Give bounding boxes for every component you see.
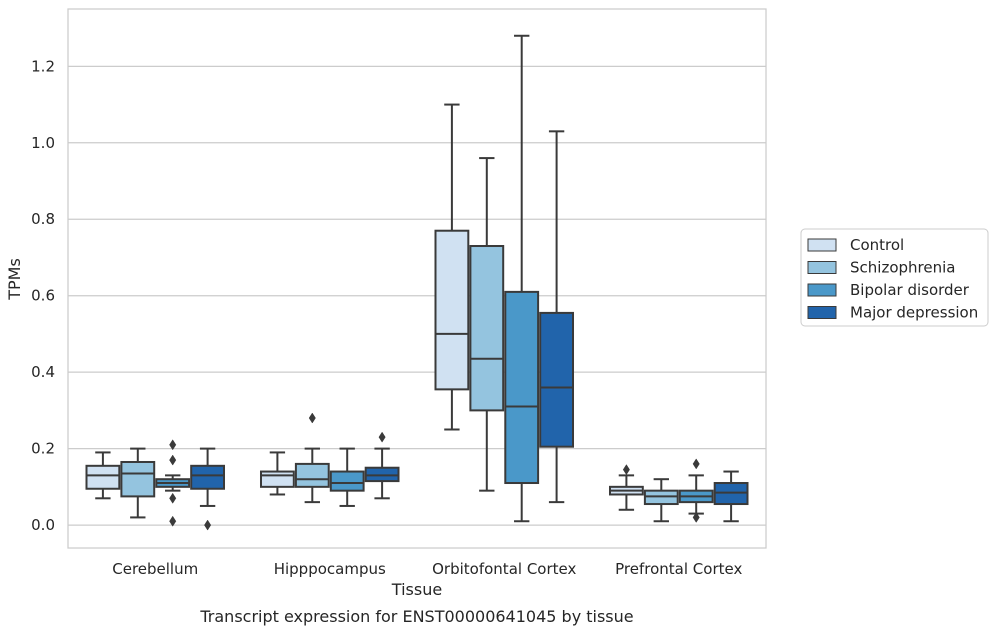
outlier-marker [378, 431, 386, 443]
outlier-marker [204, 519, 212, 531]
box-control [85, 451, 121, 500]
box-bipolar-disorder [678, 458, 714, 523]
box-iqr [539, 311, 575, 448]
outlier-marker [169, 515, 177, 527]
outlier-marker [308, 412, 316, 424]
y-axis-label: TPMs [5, 258, 24, 301]
legend-frame [800, 228, 989, 327]
box-major-depression [713, 470, 749, 523]
x-tick-label: Cerebellum [112, 560, 198, 578]
box-bipolar-disorder [504, 34, 540, 523]
legend-swatch [807, 238, 837, 252]
box-groups [85, 34, 749, 531]
box-schizophrenia [120, 447, 156, 519]
plot-frame [67, 8, 767, 549]
x-axis-label: Tissue [391, 580, 442, 599]
box-iqr [469, 245, 505, 412]
outlier-marker [692, 511, 700, 523]
legend-label: Schizophrenia [850, 259, 955, 277]
box-schizophrenia [469, 157, 505, 492]
y-tick-label: 0.0 [31, 516, 55, 534]
box-schizophrenia [643, 478, 679, 523]
outlier-marker [622, 464, 630, 476]
outlier-marker [169, 492, 177, 504]
x-tick-label: Orbitofontal Cortex [432, 560, 576, 578]
box-iqr [259, 470, 295, 488]
box-iqr [120, 460, 156, 498]
legend-swatch [807, 261, 837, 274]
box-major-depression [364, 431, 400, 500]
box-major-depression [539, 130, 575, 504]
y-tick-label: 0.8 [31, 210, 55, 228]
legend-label: Major depression [850, 304, 978, 322]
box-iqr [434, 229, 470, 391]
grid-lines [68, 65, 766, 526]
legend: Control Schizophrenia Bipolar disorder Majo… [800, 228, 989, 327]
outlier-marker [692, 458, 700, 470]
box-bipolar-disorder [329, 447, 365, 507]
box-control [434, 103, 470, 431]
x-axis-ticks: Cerebellum Hipppocampus Orbitofontal Corte… [112, 560, 742, 578]
box-control [608, 464, 644, 511]
y-tick-label: 1.0 [31, 134, 55, 152]
outlier-marker [169, 454, 177, 466]
box-schizophrenia [294, 412, 330, 504]
y-tick-label: 1.2 [31, 57, 55, 75]
legend-label: Control [850, 236, 904, 254]
box-iqr [504, 290, 540, 485]
y-tick-label: 0.4 [31, 363, 55, 381]
box-iqr [329, 470, 365, 492]
legend-swatch [807, 306, 837, 319]
y-tick-label: 0.6 [31, 287, 55, 305]
box-iqr [190, 464, 226, 490]
y-axis-ticks: 0.0 0.2 0.4 0.6 0.8 1.0 1.2 [31, 57, 55, 534]
box-iqr [85, 464, 121, 490]
legend-label: Bipolar disorder [850, 281, 970, 299]
box-control [259, 451, 295, 496]
box-major-depression [190, 447, 226, 531]
box-iqr [294, 462, 330, 488]
x-tick-label: Hipppocampus [274, 560, 386, 578]
chart-caption: Transcript expression for ENST0000064104… [199, 607, 633, 626]
legend-swatch [807, 283, 837, 297]
outlier-marker [169, 439, 177, 451]
box-bipolar-disorder [155, 439, 191, 527]
y-tick-label: 0.2 [31, 440, 55, 458]
x-tick-label: Prefrontal Cortex [615, 560, 742, 578]
